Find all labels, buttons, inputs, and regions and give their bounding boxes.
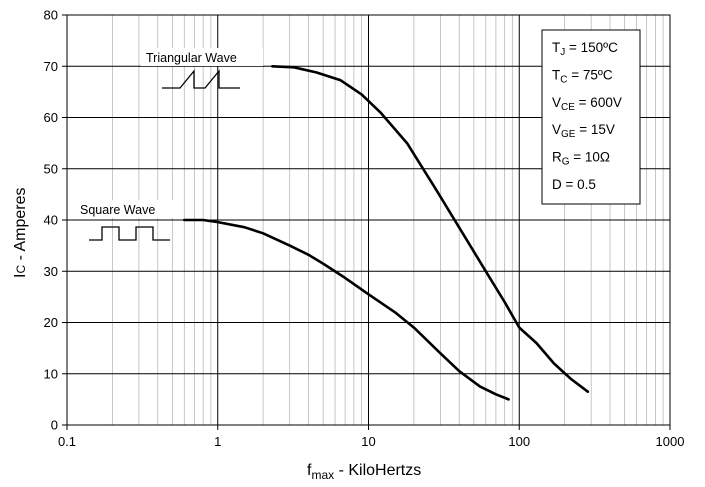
x-axis-label-main: f xyxy=(307,462,312,479)
triangular-wave-point xyxy=(406,142,408,145)
square-wave-point xyxy=(439,352,442,355)
y-tick-label: 70 xyxy=(44,59,58,74)
triangular-wave-point xyxy=(360,93,363,96)
square-wave-point xyxy=(412,326,415,329)
triangular-wave-point xyxy=(535,342,538,344)
triangular-wave-point xyxy=(553,362,555,365)
square-wave-annotation: Square Wave xyxy=(76,200,178,241)
square-wave-point xyxy=(307,253,310,256)
triangular-label-bg xyxy=(141,48,263,66)
square-label-bg xyxy=(76,200,178,218)
condition-line: VCE = 600V xyxy=(552,95,622,113)
square-wave-icon xyxy=(89,226,170,241)
triangular-wave-point xyxy=(339,79,342,81)
x-tick-label: 10 xyxy=(361,434,375,449)
square-wave-point xyxy=(367,293,370,296)
condition-line: D = 0.5 xyxy=(552,177,596,192)
square-wave-point xyxy=(479,385,482,388)
triangular-wave-point xyxy=(379,111,382,114)
y-tick-label: 60 xyxy=(44,110,58,125)
conditions-list: TJ = 150ºC TC = 75ºC VCE = 600V VGE = 15V RG… xyxy=(552,40,622,192)
series xyxy=(183,65,590,401)
triangular-wave-point xyxy=(293,66,295,69)
triangular-wave-point xyxy=(503,301,506,303)
y-axis-label-rest: - Amperes xyxy=(12,188,29,265)
y-tick-label: 40 xyxy=(44,213,58,228)
square-wave-point xyxy=(262,232,265,235)
triangular-wave-point xyxy=(586,390,589,393)
triangular-wave-annotation: Triangular Wave xyxy=(141,48,263,89)
triangular-wave-point xyxy=(518,326,521,329)
y-tick-label: 50 xyxy=(44,161,58,176)
y-tick-label: 0 xyxy=(51,418,58,433)
y-tick-label: 30 xyxy=(44,264,58,279)
condition-line: RG = 10Ω xyxy=(552,150,610,168)
x-axis-ticks: 0.1 1 10 100 1000 xyxy=(58,425,685,449)
condition-line: VGE = 15V xyxy=(552,122,615,140)
triangular-wave-curve xyxy=(270,65,590,394)
conditions-frame xyxy=(541,29,641,205)
square-wave-point xyxy=(216,221,219,223)
y-axis-ticks: 0 10 20 30 40 50 60 70 80 xyxy=(44,8,67,433)
square-wave-point xyxy=(202,219,205,221)
y-axis-label-sub: C xyxy=(14,265,28,274)
condition-line: TJ = 150ºC xyxy=(552,40,618,58)
square-wave-point xyxy=(394,311,396,314)
square-wave-curve xyxy=(183,218,510,401)
triangular-wave-point xyxy=(271,65,274,68)
test-conditions-box: TJ = 150ºC TC = 75ºC VCE = 600V VGE = 15V RG… xyxy=(541,29,641,205)
x-tick-label: 1 xyxy=(214,434,221,449)
x-axis-label: fmax - KiloHertzs xyxy=(307,462,421,482)
square-wave-point xyxy=(288,244,291,247)
y-tick-label: 80 xyxy=(44,8,58,23)
triangular-wave-point xyxy=(484,270,487,273)
square-wave-point xyxy=(322,262,325,265)
square-wave-point xyxy=(183,219,186,221)
square-wave-point xyxy=(344,277,347,279)
y-axis-label: IC - Amperes xyxy=(12,188,29,278)
y-tick-label: 20 xyxy=(44,315,58,330)
y-axis-label-main: I xyxy=(12,274,29,278)
triangular-wave-label: Triangular Wave xyxy=(146,51,237,65)
x-tick-label: 100 xyxy=(508,434,530,449)
square-wave-point xyxy=(458,370,461,373)
x-tick-label: 1000 xyxy=(656,434,685,449)
x-axis-label-rest: - KiloHertzs xyxy=(334,462,421,479)
triangular-wave-point xyxy=(435,188,437,191)
square-wave-point xyxy=(494,393,497,396)
condition-line: TC = 75ºC xyxy=(552,67,613,85)
square-wave-point xyxy=(243,226,246,229)
square-wave-point xyxy=(507,398,510,401)
triangular-wave-point xyxy=(569,377,572,380)
square-wave-label: Square Wave xyxy=(80,203,155,217)
triangular-wave-point xyxy=(315,71,318,74)
triangular-wave-icon xyxy=(162,69,240,89)
y-tick-label: 10 xyxy=(44,366,58,381)
x-tick-label: 0.1 xyxy=(58,434,76,449)
x-axis-label-sub: max xyxy=(311,468,334,482)
triangular-wave-point xyxy=(458,226,461,229)
